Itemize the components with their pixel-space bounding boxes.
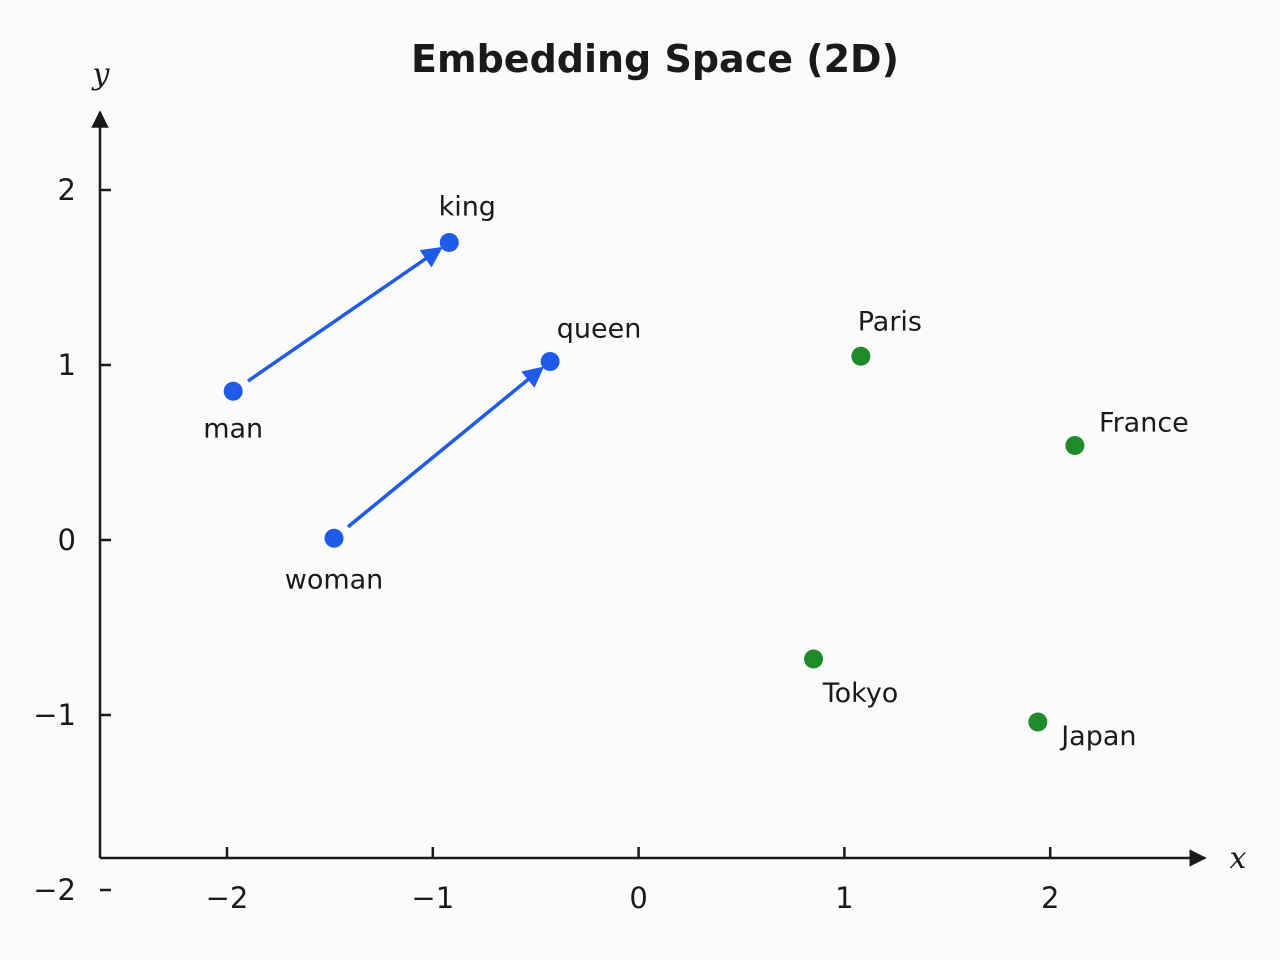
- point-man: [223, 381, 243, 401]
- x-tick-label: −1: [411, 881, 454, 915]
- point-labels: man woman king queen Paris France Tokyo Japan: [203, 192, 1189, 753]
- chart-title: Embedding Space (2D): [411, 37, 899, 81]
- point-label-man: man: [203, 413, 263, 444]
- point-label-france: France: [1099, 408, 1189, 439]
- vector-arrow-woman-to-queen: [346, 366, 545, 529]
- point-japan: [1028, 712, 1048, 732]
- point-label-queen: queen: [557, 314, 642, 345]
- x-tick-label: −2: [206, 881, 249, 915]
- point-france: [1065, 436, 1085, 455]
- y-tick-label: 1: [58, 348, 76, 382]
- y-tick-label: 2: [58, 173, 76, 207]
- x-tick-label: 2: [1041, 881, 1059, 915]
- x-axis-label: x: [1230, 841, 1247, 876]
- y-tick-label: 0: [58, 523, 76, 557]
- points: [223, 233, 1085, 732]
- y-tick-label: −2: [33, 873, 76, 907]
- point-label-king: king: [439, 192, 496, 223]
- x-tick-label: 1: [835, 881, 853, 915]
- point-label-japan: Japan: [1059, 721, 1136, 752]
- point-woman: [324, 528, 344, 548]
- point-label-woman: woman: [285, 564, 384, 595]
- y-tick-label: −1: [33, 698, 76, 732]
- point-king: [439, 233, 459, 252]
- x-ticks: −2 −1 0 1 2: [206, 847, 1059, 915]
- point-label-tokyo: Tokyo: [822, 678, 899, 709]
- point-queen: [540, 352, 560, 371]
- point-label-paris: Paris: [858, 306, 922, 337]
- y-ticks: −2 −1 0 1 2: [33, 173, 111, 907]
- point-paris: [851, 346, 871, 366]
- vectors: [247, 246, 545, 529]
- vector-arrow-man-to-king: [247, 246, 443, 383]
- point-tokyo: [804, 649, 824, 669]
- x-tick-label: 0: [629, 881, 647, 915]
- y-axis-label: y: [91, 57, 111, 92]
